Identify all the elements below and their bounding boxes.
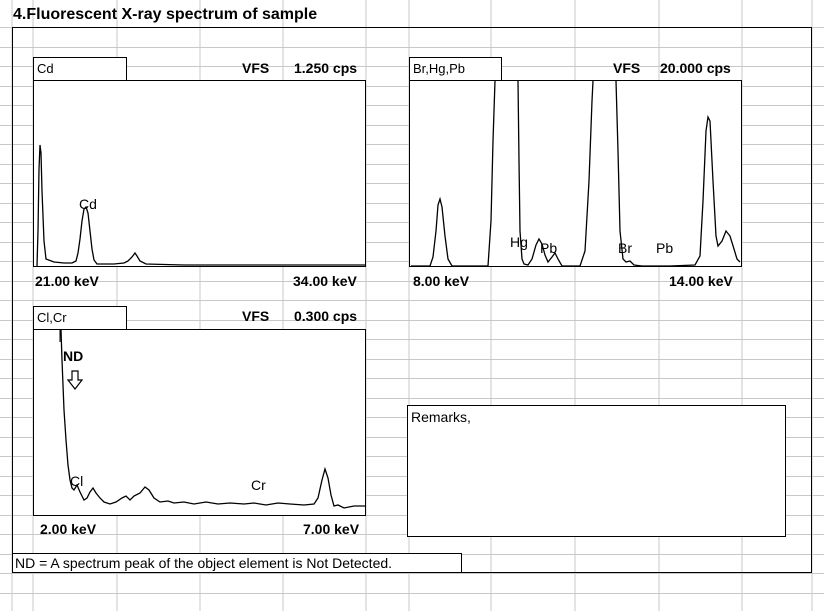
peak-label-cl: Cl xyxy=(70,473,83,489)
vfs-label-cl-cr: VFS xyxy=(242,308,270,324)
x-min-label-cd: 21.00 keV xyxy=(35,273,99,289)
down-arrow-icon xyxy=(67,370,83,390)
peak-label-cd: Cd xyxy=(79,196,97,212)
x-max-label-cl-cr: 7.00 keV xyxy=(303,521,360,537)
vfs-value-br-hg-pb: 20.000 cps xyxy=(660,60,731,76)
section-title: 4.Fluorescent X-ray spectrum of sample xyxy=(13,6,318,23)
x-max-label-cd: 34.00 keV xyxy=(293,273,357,289)
peak-label-hg: Hg xyxy=(510,234,528,250)
spectrum-plot-cd: Cd xyxy=(33,80,366,267)
peak-label-pb-l: Pb xyxy=(540,240,557,256)
vfs-value-cd: 1.250 cps xyxy=(294,60,358,76)
peak-label-br: Br xyxy=(618,240,632,256)
remarks-box[interactable]: Remarks, xyxy=(407,405,786,537)
x-max-label-br-hg-pb: 14.00 keV xyxy=(669,273,733,289)
nd-marker-label: ND xyxy=(63,348,84,364)
spectrum-trace-cd xyxy=(36,144,366,267)
peak-label-pb-m: Pb xyxy=(656,240,673,256)
vfs-value-cl-cr: 0.300 cps xyxy=(294,308,358,324)
remarks-label: Remarks, xyxy=(411,409,471,425)
spectrum-trace-cl-cr xyxy=(60,330,366,509)
nd-footnote: ND = A spectrum peak of the object eleme… xyxy=(12,553,462,573)
element-tab-br-hg-pb: Br,Hg,Pb xyxy=(409,57,502,81)
spectrum-trace-br-hg-pb xyxy=(411,81,741,267)
spectrum-plot-br-hg-pb: Hg Pb Br Pb xyxy=(409,80,742,267)
peak-label-cr: Cr xyxy=(251,477,266,493)
element-tab-cd: Cd xyxy=(33,57,127,81)
x-min-label-cl-cr: 2.00 keV xyxy=(40,521,97,537)
spectrum-plot-cl-cr: Cl Cr xyxy=(33,329,366,516)
x-min-label-br-hg-pb: 8.00 keV xyxy=(413,273,470,289)
vfs-label-br-hg-pb: VFS xyxy=(613,60,641,76)
vfs-label-cd: VFS xyxy=(242,60,270,76)
element-tab-cl-cr: Cl,Cr xyxy=(33,306,127,330)
